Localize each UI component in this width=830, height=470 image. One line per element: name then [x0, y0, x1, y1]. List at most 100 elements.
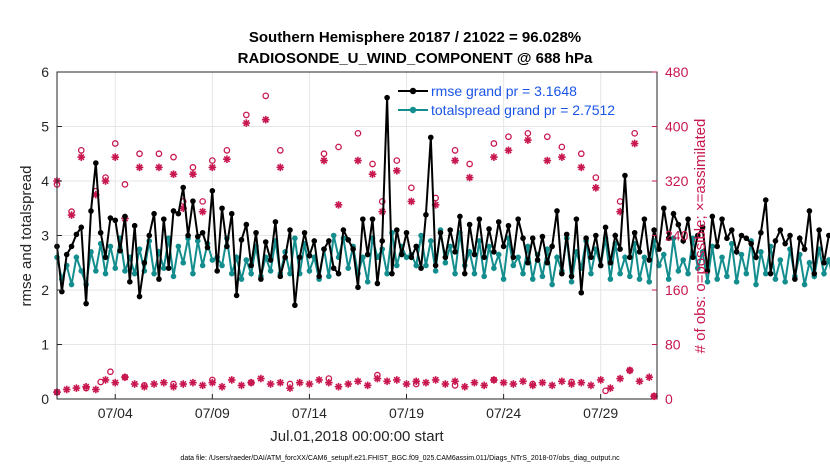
rmse-point	[311, 238, 318, 244]
obs-assimilated-marker	[223, 155, 231, 163]
obs-assimilated-marker	[596, 376, 605, 384]
rmse-point	[408, 254, 415, 261]
series-layer	[54, 94, 830, 309]
totalspread-point	[403, 254, 410, 261]
totalspread-point	[481, 273, 487, 280]
rmse-point	[559, 270, 565, 277]
totalspread-point	[500, 276, 507, 282]
x-tick-label: 07/04	[98, 405, 133, 421]
totalspread-point	[199, 262, 206, 269]
rmse-point	[248, 262, 254, 269]
totalspread-point	[131, 270, 138, 277]
rmse-point	[384, 94, 390, 101]
totalspread-point	[326, 273, 332, 280]
totalspread-point	[78, 268, 85, 274]
x-tick-label: 07/19	[389, 405, 424, 421]
rmse-point	[413, 243, 420, 250]
y-right-tick-label: 480	[665, 64, 689, 80]
rmse-point	[699, 224, 706, 231]
obs-assimilated-marker	[480, 381, 488, 390]
obs-assimilated-marker	[451, 377, 459, 386]
totalspread-point	[360, 254, 366, 261]
rmse-point	[641, 216, 648, 222]
rmse-point	[204, 244, 211, 251]
totalspread-point	[73, 254, 80, 261]
totalspread-point	[165, 235, 172, 242]
rmse-point	[127, 279, 133, 285]
rmse-point	[102, 254, 109, 261]
totalspread-point	[267, 268, 274, 274]
rmse-point	[321, 246, 327, 252]
totalspread-point	[418, 232, 424, 239]
x-axis-label: Jul.01,2018 00:00:00 start	[270, 428, 444, 445]
totalspread-point	[427, 238, 434, 244]
rmse-point	[364, 251, 371, 258]
obs-assimilated-marker	[77, 153, 86, 161]
y-right-tick-label: 80	[665, 337, 681, 353]
totalspread-point	[520, 270, 526, 277]
totalspread-point	[806, 259, 813, 266]
rmse-point	[461, 270, 468, 277]
axes-layer: 07/04 07/09 07/14 07/19 07/24 07/29 0 1 2 3 4 5 6 0 80…	[41, 64, 688, 421]
obs-assimilated-marker	[422, 378, 430, 387]
y-tick-label: 1	[41, 337, 49, 353]
rmse-point	[520, 235, 526, 242]
totalspread-point	[821, 270, 827, 277]
rmse-point	[316, 273, 322, 280]
obs-assimilated-marker	[577, 378, 586, 387]
y-axis-label: rmse and totalspread	[18, 166, 35, 307]
rmse-point	[767, 270, 774, 277]
obs-assimilated-marker	[286, 384, 294, 392]
obs-count-layer	[53, 92, 658, 401]
totalspread-point	[190, 270, 196, 277]
obs-assimilated-marker	[354, 377, 362, 386]
rmse-point	[78, 224, 85, 231]
rmse-point	[452, 249, 458, 255]
rmse-point	[743, 235, 750, 242]
obs-assimilated-marker	[198, 381, 207, 390]
totalspread-point	[413, 262, 420, 269]
rmse-point	[704, 268, 711, 274]
obs-assimilated-marker	[315, 376, 323, 384]
y-tick-label: 4	[41, 173, 49, 189]
rmse-point	[403, 229, 410, 236]
y-right-tick-label: 320	[665, 173, 689, 189]
totalspread-point	[670, 235, 677, 242]
rmse-point	[573, 216, 580, 222]
obs-possible-marker	[592, 174, 600, 181]
obs-assimilated-marker	[344, 380, 353, 388]
rmse-point	[714, 243, 720, 250]
rmse-point	[306, 252, 313, 259]
obs-assimilated-marker	[393, 376, 401, 384]
rmse-point	[583, 235, 589, 242]
rmse-point	[476, 216, 483, 222]
rmse-point	[326, 238, 332, 244]
obs-assimilated-marker	[295, 378, 304, 387]
rmse-point	[238, 237, 245, 243]
totalspread-point	[675, 268, 682, 274]
obs-assimilated-marker	[431, 376, 440, 384]
obs-assimilated-marker	[67, 211, 76, 219]
obs-assimilated-marker	[150, 380, 158, 388]
rmse-point	[811, 270, 818, 277]
obs-assimilated-marker	[543, 156, 552, 165]
rmse-point	[525, 259, 531, 266]
legend: rmse grand pr = 3.1648 totalspread grand…	[398, 83, 615, 118]
rmse-point	[160, 216, 167, 222]
x-tick-label: 07/29	[583, 405, 618, 421]
totalspread-point	[330, 232, 337, 239]
rmse-point	[607, 259, 614, 266]
rmse-point	[787, 232, 793, 239]
totalspread-point	[136, 246, 143, 252]
obs-assimilated-marker	[524, 136, 532, 144]
rmse-point	[345, 237, 352, 243]
obs-assimilated-marker	[373, 374, 382, 383]
rmse-point	[491, 249, 497, 255]
rmse-point	[772, 238, 779, 244]
rmse-point	[224, 243, 230, 250]
rmse-point	[136, 293, 143, 300]
obs-possible-marker	[354, 129, 362, 137]
rmse-point	[675, 221, 682, 228]
totalspread-point	[782, 279, 788, 285]
rmse-point	[636, 249, 643, 255]
